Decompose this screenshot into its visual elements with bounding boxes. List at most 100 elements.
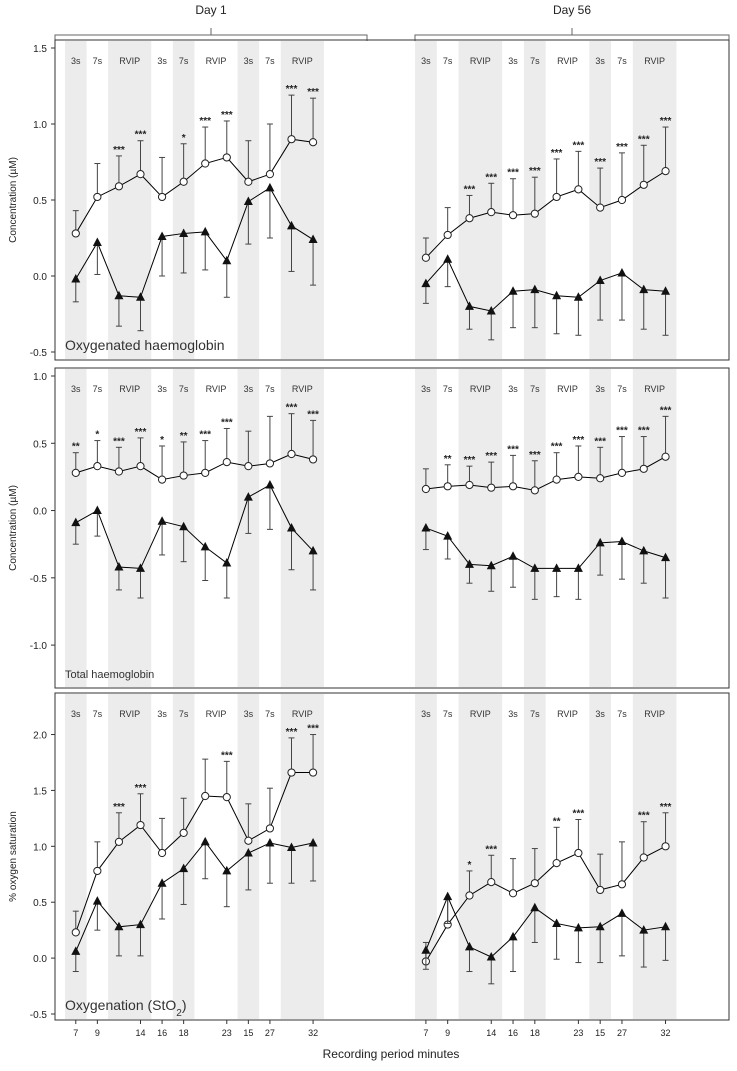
- significance-label: ***: [286, 84, 298, 95]
- band-shade: [172, 41, 195, 359]
- band-label: 3s: [421, 56, 431, 66]
- marker-filled-triangle: [92, 896, 102, 905]
- marker-filled-triangle: [243, 848, 253, 857]
- marker-filled-triangle: [200, 836, 210, 846]
- significance-label: ***: [573, 808, 585, 819]
- band-label: 7s: [93, 56, 103, 66]
- y-tick-label: 1.5: [33, 44, 47, 55]
- band-shade: [632, 369, 677, 687]
- band-label: RVIP: [644, 56, 665, 66]
- band-label: 3s: [157, 56, 167, 66]
- marker-filled-triangle: [639, 925, 649, 934]
- band-label: 3s: [244, 56, 254, 66]
- marker-open-circle: [487, 483, 496, 492]
- marker-filled-triangle: [464, 559, 474, 568]
- x-tick-label: 18: [530, 1028, 540, 1038]
- band-shade: [108, 369, 152, 687]
- significance-label: **: [444, 454, 452, 465]
- marker-filled-triangle: [114, 921, 124, 931]
- marker-filled-triangle: [287, 523, 296, 532]
- x-tick-label: 15: [243, 1028, 253, 1038]
- marker-open-circle: [157, 475, 167, 484]
- marker-open-circle: [530, 879, 539, 888]
- significance-label: *: [160, 435, 164, 446]
- band-label: RVIP: [470, 384, 491, 394]
- x-tick-label: 7: [423, 1028, 428, 1038]
- day-header-1: Day 1: [54, 3, 368, 41]
- band-label: 7s: [93, 709, 103, 719]
- band-label: RVIP: [206, 384, 227, 394]
- band-label: RVIP: [557, 56, 578, 66]
- marker-filled-triangle: [179, 863, 189, 873]
- band-label: 7s: [179, 709, 189, 719]
- day-header-label-2: Day 56: [553, 3, 591, 17]
- marker-open-circle: [661, 452, 670, 461]
- band-label: 3s: [71, 709, 81, 719]
- marker-filled-triangle: [136, 292, 145, 301]
- marker-filled-triangle: [443, 531, 453, 540]
- marker-filled-triangle: [243, 196, 253, 206]
- marker-open-circle: [222, 458, 231, 467]
- y-tick-label: 1.0: [33, 842, 47, 853]
- marker-filled-triangle: [552, 563, 562, 572]
- marker-open-circle: [222, 793, 231, 802]
- band-label: RVIP: [119, 384, 140, 394]
- marker-filled-triangle: [114, 562, 124, 571]
- band-label: 7s: [530, 56, 540, 66]
- marker-open-circle: [244, 836, 253, 845]
- marker-open-circle: [265, 459, 275, 468]
- marker-open-circle: [201, 791, 210, 801]
- marker-filled-triangle: [157, 231, 167, 240]
- significance-label: ***: [464, 184, 476, 195]
- significance-label: ***: [573, 140, 585, 151]
- band-shade: [280, 41, 324, 359]
- marker-open-circle: [552, 475, 561, 484]
- significance-label: ***: [529, 450, 541, 461]
- marker-open-circle: [465, 480, 474, 490]
- marker-open-circle: [443, 482, 452, 491]
- marker-filled-triangle: [200, 226, 210, 236]
- y-axis-title: Concentration (µM): [8, 157, 19, 243]
- panel-frame: [54, 692, 730, 1021]
- significance-label: ***: [286, 727, 298, 738]
- marker-open-circle: [114, 837, 124, 846]
- significance-label: ***: [464, 455, 476, 466]
- band-label: 7s: [617, 56, 627, 66]
- marker-filled-triangle: [595, 275, 605, 285]
- marker-open-circle: [179, 177, 188, 186]
- significance-label: ***: [660, 802, 672, 813]
- marker-filled-triangle: [639, 284, 649, 294]
- marker-filled-triangle: [530, 902, 540, 912]
- marker-filled-triangle: [464, 301, 474, 310]
- marker-open-circle: [157, 848, 167, 858]
- band-label: 3s: [595, 709, 605, 719]
- marker-filled-triangle: [421, 945, 431, 954]
- significance-label: ***: [221, 417, 233, 428]
- marker-open-circle: [287, 768, 296, 777]
- series-line-filled-triangle: [75, 484, 314, 569]
- column-1: ********** ** ************: [71, 403, 319, 599]
- marker-open-circle: [136, 170, 145, 179]
- band-label: 3s: [157, 709, 167, 719]
- marker-open-circle: [308, 455, 318, 464]
- significance-label: **: [180, 431, 188, 442]
- significance-label: ***: [221, 110, 233, 121]
- band-label: 3s: [71, 384, 81, 394]
- significance-label: *: [468, 860, 472, 871]
- significance-label: ***: [573, 435, 585, 446]
- marker-open-circle: [308, 768, 318, 777]
- marker-open-circle: [465, 214, 474, 223]
- marker-open-circle: [222, 153, 231, 162]
- significance-label: ***: [135, 130, 147, 141]
- series-line-open-circle: [425, 170, 666, 259]
- marker-filled-triangle: [421, 523, 431, 532]
- band-label: RVIP: [206, 709, 227, 719]
- band-label: RVIP: [557, 384, 578, 394]
- marker-open-circle: [617, 195, 627, 205]
- significance-label: ***: [638, 134, 650, 145]
- marker-open-circle: [136, 462, 145, 471]
- marker-open-circle: [179, 828, 188, 838]
- x-tick-label: 32: [661, 1028, 671, 1038]
- marker-open-circle: [661, 842, 670, 851]
